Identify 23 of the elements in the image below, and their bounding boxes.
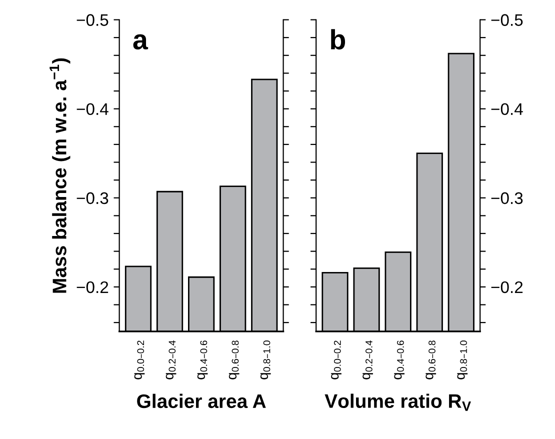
- x-tick-label: q$_{0.4–0.6}$: [197, 340, 208, 380]
- x-tick-label: q$_{0.4–0.6}$: [394, 340, 404, 380]
- x-tick-label: q$_{0.8–1.0}$: [260, 340, 271, 380]
- chart-title: b: [331, 29, 346, 50]
- y-tick-label: −0.3: [76, 192, 108, 204]
- chart-title: a: [133, 34, 148, 50]
- y-tick-label: −0.5: [76, 14, 108, 26]
- x-tick-label: q$_{0.6–0.8}$: [426, 340, 436, 380]
- x-tick-label: q$_{0.8–1.0}$: [457, 340, 468, 380]
- y2-tick-label: −0.3: [491, 192, 523, 204]
- x-tick-label: q$_{0.6–0.8}$: [228, 340, 240, 380]
- x-tick-label: q$_{0.0–0.2}$: [331, 340, 342, 380]
- x-axis-title: Volume ratio R$_{V}$: [324, 394, 471, 411]
- x-tick-label: q$_{0.0–0.2}$: [134, 340, 145, 380]
- x-tick-label: q$_{0.2–0.4}$: [166, 340, 176, 380]
- y2-tick-label: −0.2: [491, 281, 523, 294]
- y-tick-label: −0.2: [76, 281, 108, 294]
- y2-tick-label: −0.4: [491, 103, 523, 116]
- x-tick-label: q$_{0.2–0.4}$: [362, 340, 373, 380]
- y-tick-label: −0.4: [76, 103, 108, 116]
- y-axis-title: Mass balance (m w.e. a$^{−1}$): [50, 58, 70, 293]
- y2-tick-label: −0.5: [491, 14, 523, 26]
- x-axis-title: Glacier area A: [137, 394, 266, 408]
